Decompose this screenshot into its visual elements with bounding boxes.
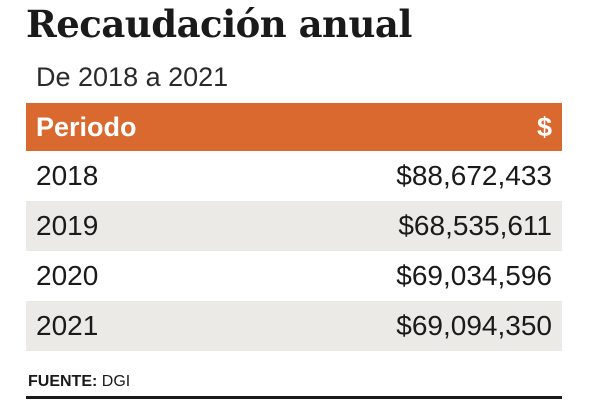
amount-cell: $69,034,596	[396, 260, 552, 291]
chart-subtitle: De 2018 a 2021	[36, 62, 229, 92]
amount-cell: $69,094,350	[396, 310, 552, 341]
period-cell: 2021	[36, 310, 99, 341]
amount-cell: $68,535,611	[398, 210, 552, 241]
period-cell: 2019	[36, 210, 99, 241]
source-note: FUENTE: DGI	[28, 372, 130, 392]
data-table: Periodo $ 2018 $88,672,433 2019 $68,535,…	[26, 103, 562, 351]
source-value: DGI	[101, 373, 131, 390]
period-cell: 2020	[36, 260, 99, 291]
table-row: 2021 $69,094,350	[26, 301, 562, 351]
table-row: 2018 $88,672,433	[26, 151, 562, 201]
table-header-row: Periodo $	[26, 103, 562, 151]
source-label: FUENTE:	[28, 373, 98, 390]
bottom-divider	[26, 396, 562, 399]
column-header-period: Periodo	[36, 111, 137, 142]
chart-title: Recaudación anual	[26, 2, 412, 46]
amount-cell: $88,672,433	[396, 160, 552, 191]
column-header-amount: $	[536, 111, 552, 142]
table-row: 2020 $69,034,596	[26, 251, 562, 301]
table-row: 2019 $68,535,611	[26, 201, 562, 251]
period-cell: 2018	[36, 160, 99, 191]
